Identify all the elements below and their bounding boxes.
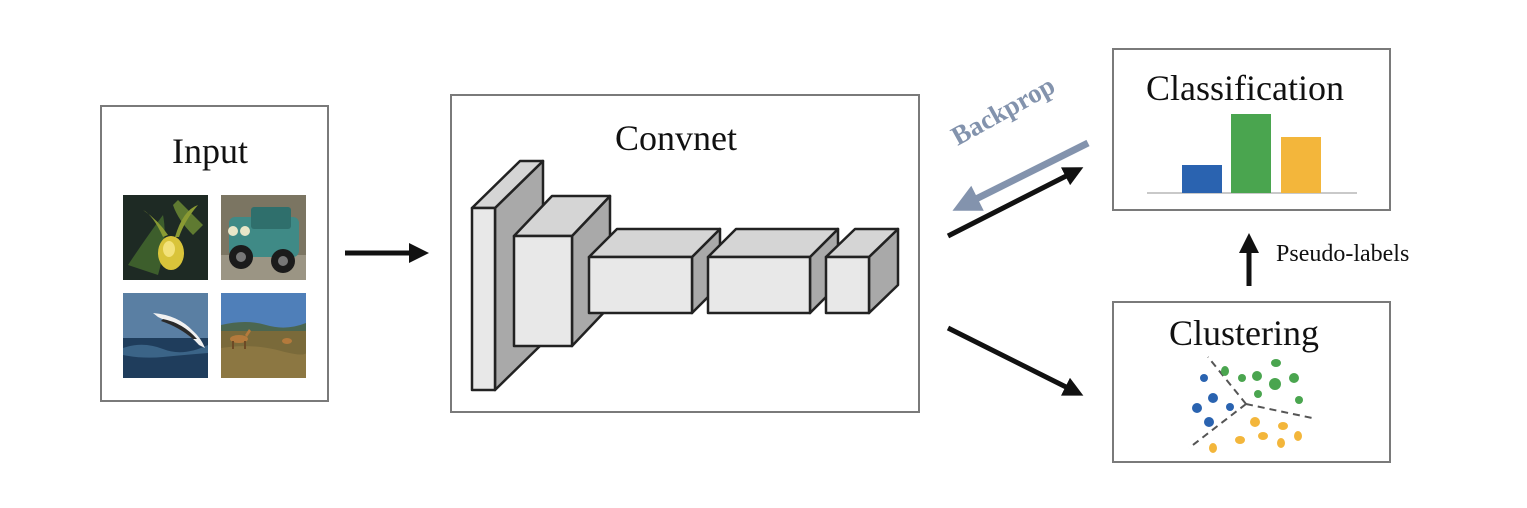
convnet-layer-3 (587, 227, 722, 315)
convnet-layer-4 (706, 227, 840, 315)
convnet-title: Convnet (615, 118, 737, 158)
classification-bar-chart (1147, 114, 1357, 194)
backprop-arrow (952, 139, 1090, 211)
convnet-to-clustering-arrow (946, 325, 1084, 396)
classification-bar-green (1231, 114, 1271, 193)
classification-bar-yellow (1281, 137, 1321, 193)
classification-bar-blue (1182, 165, 1222, 193)
pseudo-labels-label: Pseudo-labels (1276, 241, 1410, 267)
clustering-panel (1112, 301, 1391, 463)
thumbnail-bird (123, 293, 208, 378)
thumbnail-car (221, 195, 306, 280)
cluster-points-yellow (1209, 417, 1302, 453)
clustering-title: Clustering (1169, 313, 1319, 353)
thumbnail-antelope (221, 293, 306, 378)
thumbnail-flower (123, 195, 208, 280)
classification-title: Classification (1146, 68, 1344, 108)
convnet-to-classification-arrow (946, 167, 1084, 239)
convnet-layer-5 (824, 227, 900, 315)
cluster-boundaries (1188, 356, 1313, 449)
input-title: Input (172, 131, 248, 171)
cluster-points-blue (1192, 374, 1234, 427)
cluster-points-green (1221, 359, 1303, 404)
